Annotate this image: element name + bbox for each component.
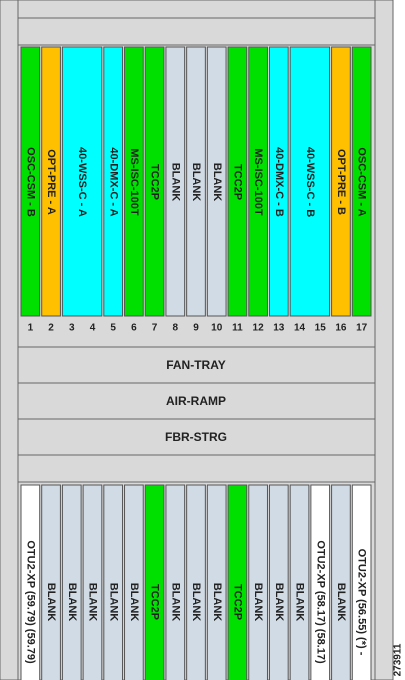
slot-number: 8 [173, 323, 179, 334]
module-label: MS-ISC-100T [128, 148, 140, 216]
module-label: OTU2-XP (56.55) (*) - [356, 549, 368, 656]
slot-number: 17 [356, 323, 368, 334]
module [186, 46, 206, 317]
module [206, 484, 227, 680]
module [289, 484, 310, 680]
module-label: OSC-CSM - A [356, 147, 368, 216]
module-label: OTU2-XP (59.79) (59.79) [24, 540, 36, 664]
module-label: OPT-PRE - A [45, 149, 57, 215]
module [165, 46, 186, 317]
module [289, 46, 331, 317]
slot-number: 7 [152, 323, 158, 334]
figure-id: 273911 [393, 643, 404, 676]
module-label: BLANK [190, 583, 202, 622]
module [268, 46, 289, 317]
slot-number: 12 [253, 323, 265, 334]
module-label: BLANK [107, 583, 119, 622]
panel-label: FBR-STRG [165, 430, 227, 444]
panel [17, 346, 376, 384]
spacer-panel [17, 454, 376, 483]
module-label: BLANK [252, 583, 264, 622]
module [41, 46, 61, 317]
module-label: BLANK [294, 583, 306, 622]
module [41, 484, 61, 680]
module-label: MS-ISC-100T [252, 148, 264, 216]
panel [17, 418, 376, 456]
module [124, 484, 144, 680]
slot-number: 3 [69, 323, 75, 334]
module [20, 484, 41, 680]
module-label: TCC2P [149, 584, 161, 620]
slot-number: 14 [294, 323, 306, 334]
module-label: TCC2P [149, 164, 161, 200]
panel [17, 382, 376, 420]
module [248, 46, 268, 317]
module [248, 484, 268, 680]
module-label: BLANK [45, 583, 57, 622]
module [165, 484, 186, 680]
module [310, 484, 331, 680]
slot-number: 16 [335, 323, 347, 334]
module [206, 46, 227, 317]
right-rail [374, 0, 394, 680]
module [144, 484, 165, 680]
module-label: OPT-PRE - B [335, 149, 347, 215]
module-label: OSC-CSM - B [24, 147, 36, 217]
module [144, 46, 165, 317]
panel-label: AIR-RAMP [166, 394, 226, 408]
module-label: BLANK [211, 583, 223, 622]
module-label: BLANK [211, 163, 223, 202]
slot-number: 11 [232, 323, 243, 334]
module [124, 46, 144, 317]
slot-number: 5 [110, 323, 116, 334]
module-label: 40-WSS-C - B [304, 147, 316, 217]
module-label: 40-DMX-C - A [107, 147, 119, 216]
slot-number: 1 [28, 323, 34, 334]
module-label: BLANK [169, 583, 181, 622]
panel-label: FAN-TRAY [166, 358, 226, 372]
module-label: BLANK [128, 583, 140, 622]
slot-number: 4 [90, 323, 96, 334]
module [61, 46, 103, 317]
module-label: BLANK [169, 163, 181, 202]
module [227, 46, 248, 317]
module-label: TCC2P [232, 584, 244, 620]
slot-number: 6 [131, 323, 137, 334]
slot-number: 13 [273, 323, 285, 334]
slot-number: 9 [193, 323, 199, 334]
module-label: BLANK [190, 163, 202, 202]
left-rail [0, 0, 19, 680]
module-label: OTU2-XP (58.17) (58.17) [314, 540, 326, 664]
module [351, 484, 372, 680]
module [103, 46, 124, 317]
slot-number: 15 [315, 323, 327, 334]
module-label: BLANK [273, 583, 285, 622]
top-panel [17, 17, 376, 46]
module [82, 484, 103, 680]
module-label: 40-WSS-C - A [76, 147, 88, 217]
module [331, 46, 351, 317]
slot-number: 2 [48, 323, 54, 334]
module [61, 484, 82, 680]
module-label: 40-DMX-C - B [273, 147, 285, 217]
top-bar [17, 0, 376, 19]
module-label: BLANK [66, 583, 78, 622]
module [351, 46, 372, 317]
module [331, 484, 351, 680]
module [268, 484, 289, 680]
lower-modules: OTU2-XP (59.79) (59.79) BLANK BLANK BLANK BL… [20, 484, 372, 680]
module [20, 46, 41, 317]
module [186, 484, 206, 680]
module-label: BLANK [87, 583, 99, 622]
slot-number: 10 [211, 323, 223, 334]
module [103, 484, 124, 680]
module-label: BLANK [335, 583, 347, 622]
module-label: TCC2P [232, 164, 244, 200]
module [227, 484, 248, 680]
